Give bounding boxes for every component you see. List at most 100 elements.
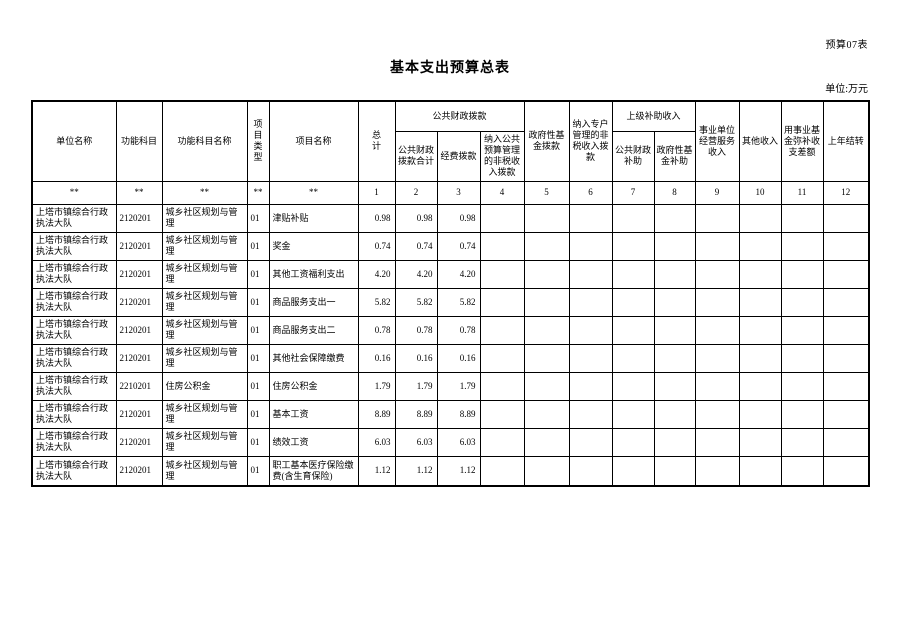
cell-pf-total: 0.74 [394, 231, 438, 261]
col-header-func-code: 功能科目 [115, 100, 163, 182]
cell-empty [694, 455, 740, 487]
cell-empty [738, 287, 782, 317]
cell-item-name: 职工基本医疗保险缴费(含生育保险) [268, 455, 359, 487]
cell-empty [479, 287, 525, 317]
cell-empty [611, 203, 655, 233]
cell-empty [479, 343, 525, 373]
cell-expense-grant: 6.03 [436, 427, 481, 457]
col-header-public-finance-total: 公共财政拨款合计 [394, 130, 438, 182]
col-group-superior-subsidy: 上级补助收入 [611, 100, 696, 132]
cell-empty [822, 343, 870, 373]
index-cell: 1 [357, 180, 396, 205]
table-row: 上塔市镇综合行政执法大队 2210201 住房公积金 01 住房公积金 1.79… [31, 371, 870, 401]
page-title: 基本支出预算总表 [390, 59, 510, 75]
table-body: 上塔市镇综合行政执法大队 2120201 城乡社区规划与管理 01 津贴补贴 0… [31, 203, 870, 487]
cell-expense-grant: 4.20 [436, 259, 481, 289]
cell-total: 0.74 [357, 231, 396, 261]
cell-func-name: 城乡社区规划与管理 [161, 399, 248, 429]
cell-empty [653, 203, 696, 233]
index-cell: 8 [653, 180, 696, 205]
cell-empty [694, 259, 740, 289]
cell-empty [738, 455, 782, 487]
cell-empty [523, 287, 570, 317]
table-row: 上塔市镇综合行政执法大队 2120201 城乡社区规划与管理 01 奖金 0.7… [31, 231, 870, 261]
index-cell: ** [268, 180, 359, 205]
col-header-nontax-special-account: 纳入专户管理的非税收入拨款 [568, 100, 613, 182]
cell-item-type: 01 [246, 203, 270, 233]
cell-unit-name: 上塔市镇综合行政执法大队 [31, 371, 117, 401]
cell-expense-grant: 0.16 [436, 343, 481, 373]
cell-empty [523, 455, 570, 487]
cell-empty [653, 315, 696, 345]
cell-empty [780, 259, 824, 289]
cell-total: 1.79 [357, 371, 396, 401]
cell-empty [738, 427, 782, 457]
cell-empty [653, 231, 696, 261]
cell-item-type: 01 [246, 371, 270, 401]
cell-func-code: 2120201 [115, 315, 163, 345]
cell-unit-name: 上塔市镇综合行政执法大队 [31, 231, 117, 261]
cell-expense-grant: 1.12 [436, 455, 481, 487]
cell-empty [479, 455, 525, 487]
cell-pf-total: 5.82 [394, 287, 438, 317]
cell-expense-grant: 1.79 [436, 371, 481, 401]
col-header-item-type: 项目类型 [246, 100, 270, 182]
cell-func-name: 住房公积金 [161, 371, 248, 401]
cell-empty [822, 427, 870, 457]
cell-empty [568, 259, 613, 289]
cell-empty [653, 287, 696, 317]
table-row: 上塔市镇综合行政执法大队 2120201 城乡社区规划与管理 01 津贴补贴 0… [31, 203, 870, 233]
cell-func-code: 2120201 [115, 259, 163, 289]
cell-empty [822, 455, 870, 487]
cell-empty [694, 399, 740, 429]
index-cell: 10 [738, 180, 782, 205]
col-header-business-service-income: 事业单位经营服务收入 [694, 100, 740, 182]
cell-empty [568, 231, 613, 261]
cell-empty [694, 203, 740, 233]
cell-func-name: 城乡社区规划与管理 [161, 259, 248, 289]
cell-empty [822, 231, 870, 261]
cell-item-name: 基本工资 [268, 399, 359, 429]
cell-func-name: 城乡社区规划与管理 [161, 203, 248, 233]
cell-empty [523, 203, 570, 233]
cell-empty [523, 315, 570, 345]
col-header-gov-fund-subsidy: 政府性基金补助 [653, 130, 696, 182]
index-cell: 6 [568, 180, 613, 205]
cell-empty [822, 315, 870, 345]
col-header-func-name: 功能科目名称 [161, 100, 248, 182]
table-row: 上塔市镇综合行政执法大队 2120201 城乡社区规划与管理 01 商品服务支出… [31, 287, 870, 317]
cell-empty [694, 343, 740, 373]
cell-empty [822, 259, 870, 289]
cell-unit-name: 上塔市镇综合行政执法大队 [31, 315, 117, 345]
table-row: 上塔市镇综合行政执法大队 2120201 城乡社区规划与管理 01 商品服务支出… [31, 315, 870, 345]
col-header-fund-offset-balance: 用事业基金弥补收支差额 [780, 100, 824, 182]
cell-empty [694, 231, 740, 261]
cell-item-type: 01 [246, 343, 270, 373]
cell-item-type: 01 [246, 427, 270, 457]
cell-expense-grant: 0.98 [436, 203, 481, 233]
cell-empty [611, 371, 655, 401]
cell-total: 4.20 [357, 259, 396, 289]
cell-empty [523, 427, 570, 457]
cell-pf-total: 1.79 [394, 371, 438, 401]
col-header-other-income: 其他收入 [738, 100, 782, 182]
cell-empty [694, 371, 740, 401]
cell-empty [479, 203, 525, 233]
index-cell: 2 [394, 180, 438, 205]
cell-empty [822, 399, 870, 429]
cell-empty [479, 371, 525, 401]
cell-func-code: 2120201 [115, 427, 163, 457]
cell-empty [611, 455, 655, 487]
cell-pf-total: 4.20 [394, 259, 438, 289]
cell-empty [822, 371, 870, 401]
cell-empty [568, 287, 613, 317]
cell-empty [694, 315, 740, 345]
cell-empty [780, 343, 824, 373]
index-cell: ** [115, 180, 163, 205]
cell-pf-total: 8.89 [394, 399, 438, 429]
cell-empty [568, 203, 613, 233]
cell-empty [611, 287, 655, 317]
cell-func-code: 2120201 [115, 287, 163, 317]
cell-item-name: 商品服务支出一 [268, 287, 359, 317]
cell-item-name: 绩效工资 [268, 427, 359, 457]
